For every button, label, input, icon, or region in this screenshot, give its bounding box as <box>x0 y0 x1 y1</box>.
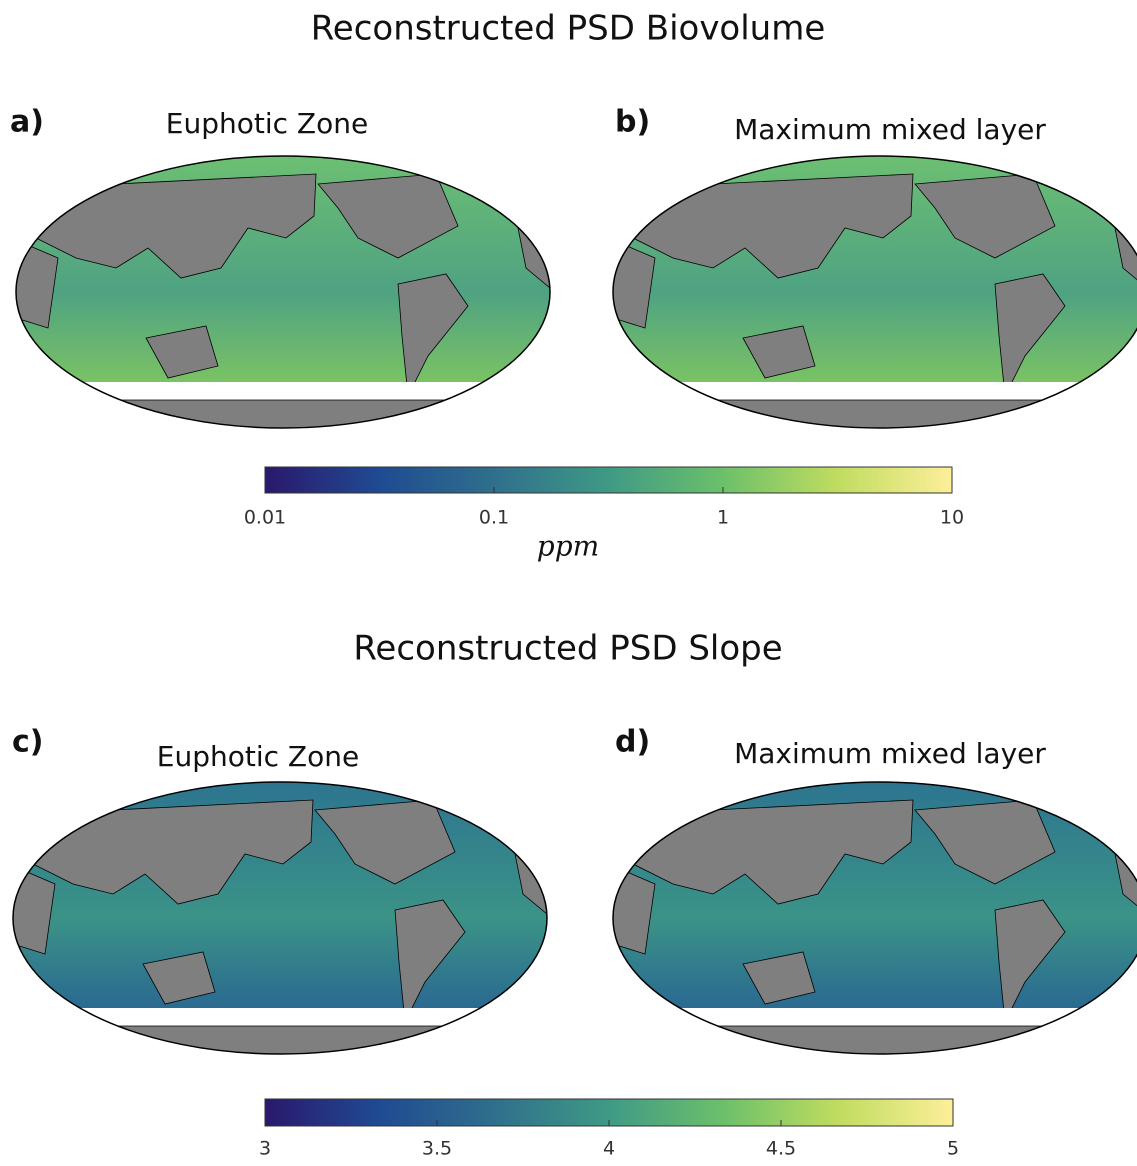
map-body <box>613 156 1137 428</box>
map <box>15 155 551 429</box>
map-outline <box>612 155 1137 429</box>
panel-subtitle: Maximum mixed layer <box>734 737 1046 770</box>
colorbar-tick-label: 0.01 <box>244 507 286 529</box>
panel-subtitle: Maximum mixed layer <box>734 113 1046 146</box>
map-body <box>16 156 550 428</box>
map <box>12 781 548 1055</box>
panel-letter: c) <box>12 725 44 760</box>
colorbar-tick-label: 1 <box>717 507 729 529</box>
colorbar-tick-label: 3.5 <box>422 1138 452 1160</box>
figure-title: Reconstructed PSD Biovolume <box>311 9 826 49</box>
figure-title: Reconstructed PSD Slope <box>353 629 782 669</box>
map-outline <box>15 155 551 429</box>
map-outline <box>12 781 548 1055</box>
panel-subtitle: Euphotic Zone <box>166 107 368 140</box>
colorbar-tick-label: 10 <box>940 507 964 529</box>
colorbar-tick-label: 4.5 <box>766 1138 796 1160</box>
map <box>612 781 1137 1055</box>
colorbar-tick-label: 3 <box>259 1138 271 1160</box>
colorbar-label: ppm <box>537 530 599 563</box>
map-body <box>13 782 547 1054</box>
colorbar-tick-label: 4 <box>603 1138 615 1160</box>
colorbar-tick-label: 0.1 <box>479 507 509 529</box>
panel-letter: b) <box>615 105 650 140</box>
map <box>612 155 1137 429</box>
map-body <box>613 782 1137 1054</box>
colorbar-tick-label: 5 <box>947 1138 959 1160</box>
panel-letter: a) <box>10 105 44 140</box>
map-outline <box>612 781 1137 1055</box>
colorbar <box>264 466 953 494</box>
panel-subtitle: Euphotic Zone <box>157 740 359 773</box>
panel-letter: d) <box>615 725 650 760</box>
